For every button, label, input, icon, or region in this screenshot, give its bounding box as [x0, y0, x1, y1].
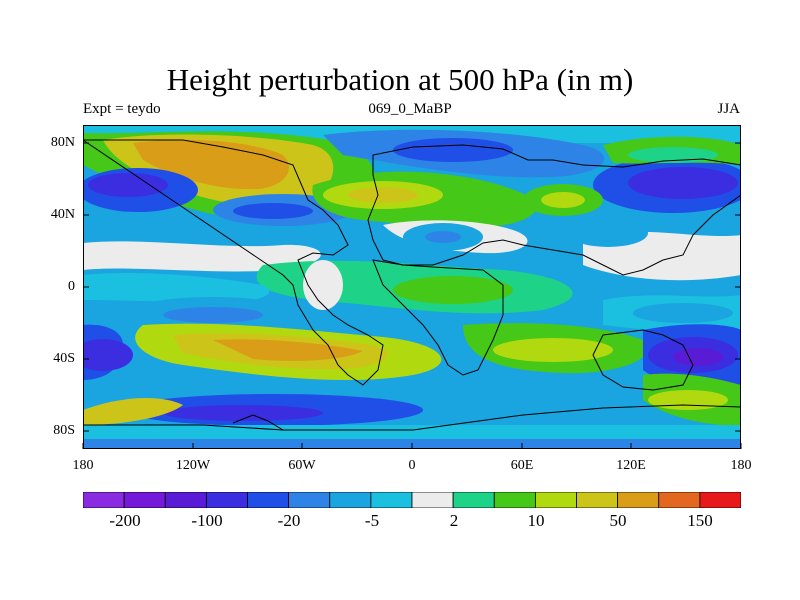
colorbar-box — [452, 492, 495, 508]
colorbar-box — [205, 492, 248, 508]
lon-tick-180e: 180 — [730, 458, 752, 473]
coastlines — [83, 139, 741, 431]
period-label: 069_0_MaBP — [368, 101, 452, 117]
colorbar-box — [699, 492, 741, 508]
colorbar-box — [329, 492, 372, 508]
tick-marks — [82, 142, 742, 449]
colorbar-box — [288, 492, 331, 508]
colorbar-label: -100 — [191, 511, 223, 530]
colorbar — [83, 492, 741, 508]
lat-tick-40s: 40S — [53, 351, 75, 366]
colorbar-box — [534, 492, 577, 508]
colorbar-box — [617, 492, 660, 508]
colorbar-box — [83, 492, 125, 508]
lat-tick-40n: 40N — [50, 207, 75, 222]
colorbar-box — [370, 492, 413, 508]
lon-tick-120w: 120W — [175, 458, 211, 473]
colorbar-box — [164, 492, 207, 508]
colorbar-label: 10 — [527, 511, 545, 530]
experiment-label: Expt = teydo — [83, 101, 161, 117]
plot-title: Height perturbation at 500 hPa (in m) — [166, 62, 634, 97]
lon-tick-60w: 60W — [288, 458, 316, 473]
map-panel — [83, 125, 741, 449]
colorbar-box — [247, 492, 290, 508]
lon-tick-120e: 120E — [616, 458, 646, 473]
colorbar-label: -20 — [277, 511, 301, 530]
colorbar-box — [576, 492, 619, 508]
lon-tick-180w: 180 — [72, 458, 94, 473]
colorbar-label: 2 — [449, 511, 459, 530]
lon-tick-0: 0 — [408, 458, 416, 473]
colorbar-box — [658, 492, 701, 508]
colorbar-box — [411, 492, 454, 508]
season-label: JJA — [717, 101, 740, 117]
colorbar-box — [493, 492, 536, 508]
map-axis-ticks — [82, 142, 742, 449]
colorbar-label: -200 — [109, 511, 141, 530]
lat-tick-80n: 80N — [50, 135, 75, 150]
colorbar-box — [123, 492, 166, 508]
contour-field — [83, 125, 741, 449]
colorbar-label: 50 — [609, 511, 627, 530]
colorbar-label: 150 — [687, 511, 713, 530]
colorbar-label: -5 — [364, 511, 380, 530]
lat-tick-0: 0 — [68, 279, 75, 294]
lon-tick-60e: 60E — [510, 458, 534, 473]
lat-tick-80s: 80S — [53, 423, 75, 438]
